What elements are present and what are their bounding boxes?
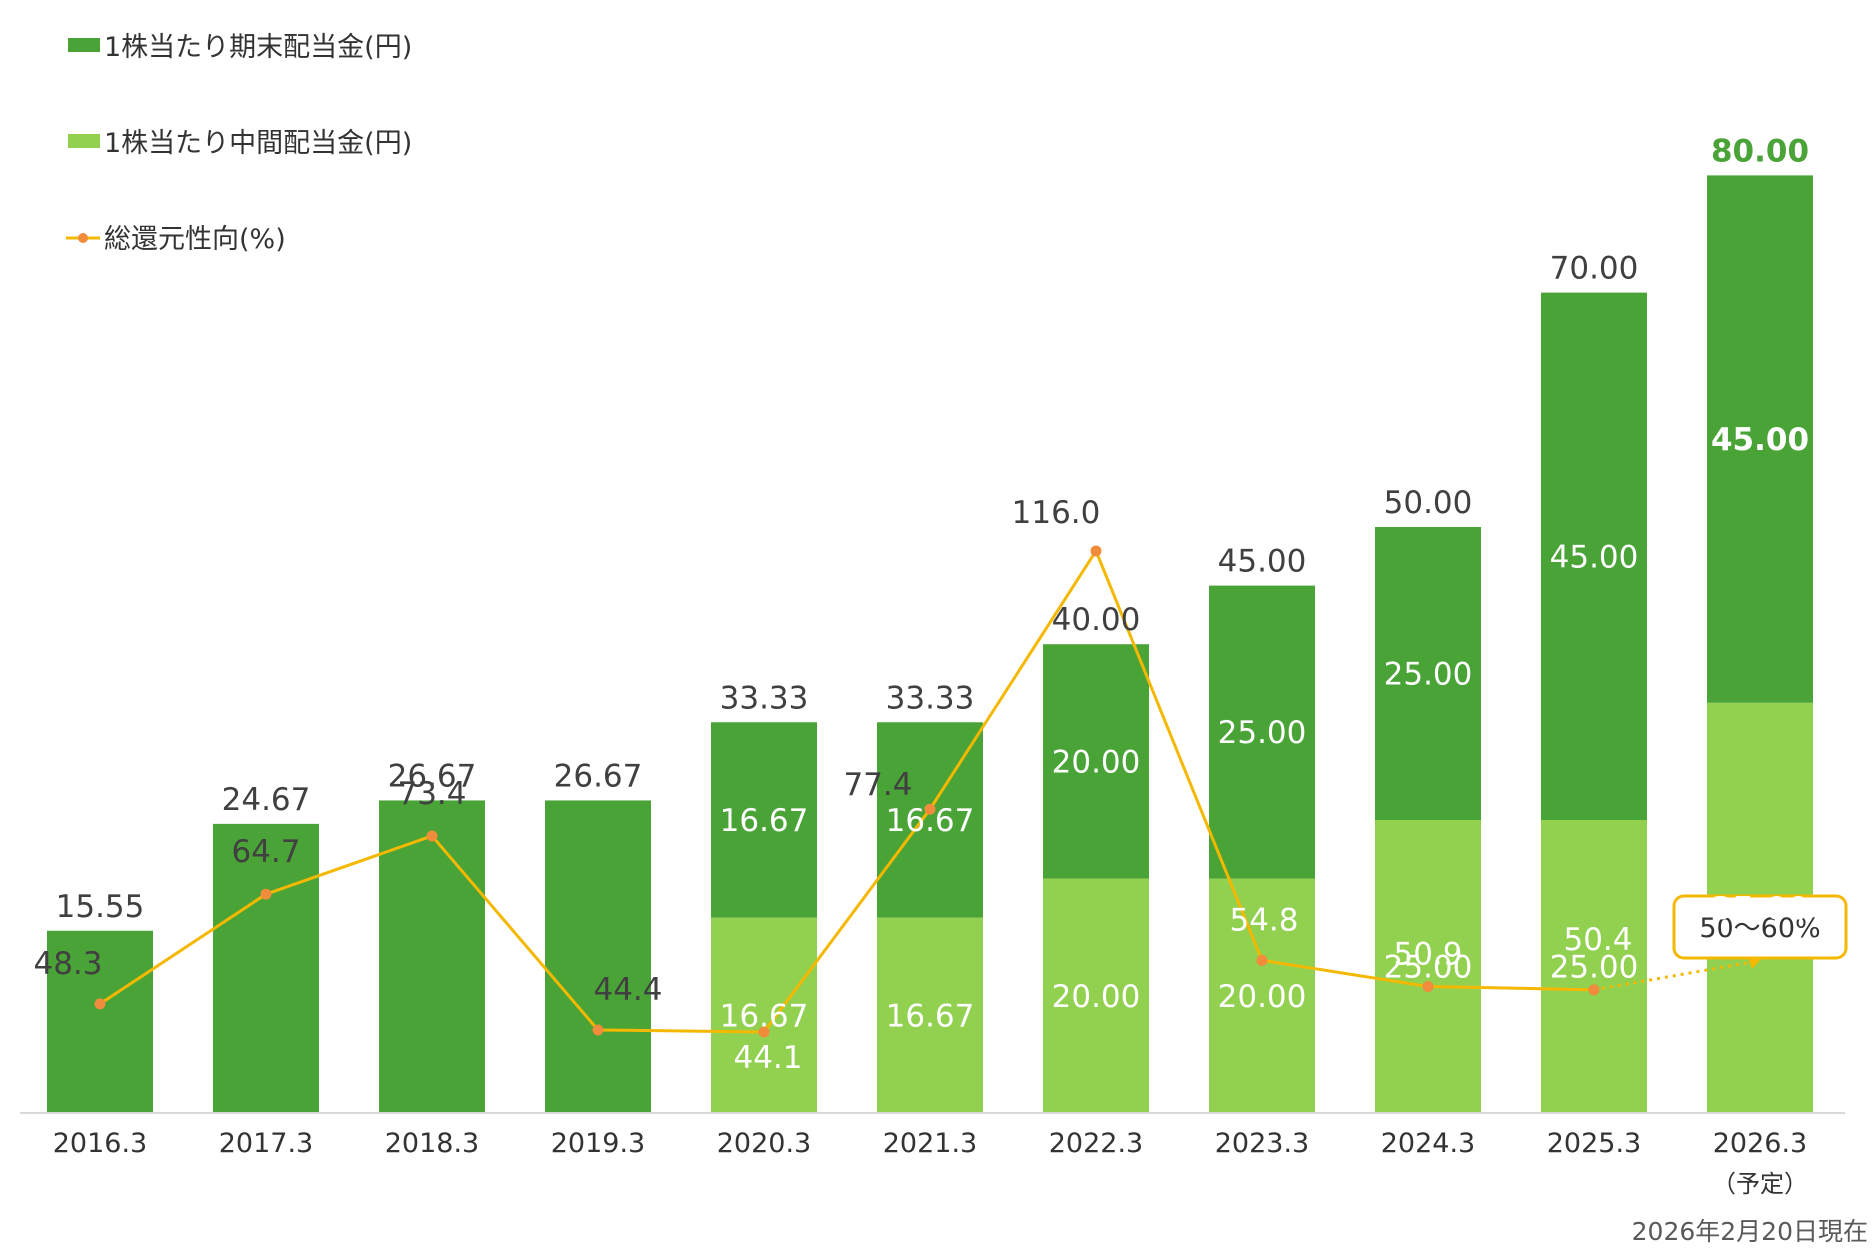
payout-ratio-label-2021.3: 77.4	[843, 767, 912, 803]
interim-label-2022.3: 20.00	[1052, 979, 1141, 1015]
payout-ratio-label-2024.3: 50.9	[1393, 936, 1462, 972]
forecast-box	[1672, 894, 1848, 960]
x-tick-note-2026.3: （予定）	[1712, 1170, 1808, 1198]
legend-final-dividend-swatch	[68, 38, 100, 52]
payout-ratio-marker-2018.3	[426, 830, 438, 842]
total-label-2021.3: 33.33	[886, 680, 975, 716]
payout-ratio-marker-2017.3	[260, 888, 272, 900]
total-label-2026.3: 80.00	[1711, 133, 1809, 169]
payout-ratio-label-2022.3: 116.0	[1012, 495, 1101, 531]
payout-ratio-label-2016.3: 48.3	[33, 946, 102, 982]
final-label-2024.3: 25.00	[1384, 657, 1473, 693]
x-tick-2021.3: 2021.3	[883, 1128, 977, 1159]
final-label-2023.3: 25.00	[1218, 715, 1307, 751]
bar-final-2020.3	[711, 722, 817, 918]
data-labels: 15.55 24.67 26.67 26.67 33.33 16.67 16.67 33.33…	[33, 133, 1809, 1076]
bars	[47, 175, 1813, 1113]
bar-final-2019.3	[545, 800, 651, 1113]
x-tick-2018.3: 2018.3	[385, 1128, 479, 1159]
bar-interim-2023.3	[1209, 878, 1315, 1113]
legend: 1株当たり期末配当金(円) 1株当たり中間配当金(円) 総還元性向(%)	[66, 32, 412, 255]
bar-final-2026.3	[1707, 175, 1813, 703]
payout-ratio-marker-2025.3	[1588, 984, 1600, 996]
total-label-2020.3: 33.33	[720, 680, 809, 716]
final-label-2021.3: 16.67	[886, 803, 975, 839]
legend-final-dividend: 1株当たり期末配当金(円)	[68, 32, 412, 63]
payout-ratio-marker-2024.3	[1422, 980, 1434, 992]
final-label-2022.3: 20.00	[1052, 744, 1141, 780]
total-label-2023.3: 45.00	[1218, 544, 1307, 580]
legend-interim-dividend-swatch	[68, 134, 100, 148]
interim-label-2023.3: 20.00	[1218, 979, 1307, 1015]
footnote: 2026年2月20日現在	[1632, 1217, 1868, 1246]
x-tick-2019.3: 2019.3	[551, 1128, 645, 1159]
final-label-2020.3: 16.67	[720, 803, 809, 839]
bar-final-2018.3	[379, 800, 485, 1113]
bar-final-2022.3	[1043, 644, 1149, 879]
payout-ratio-marker-2022.3	[1090, 545, 1102, 557]
payout-ratio-line: 50～60%	[94, 545, 1848, 1038]
total-label-2022.3: 40.00	[1052, 602, 1141, 638]
interim-label-2020.3: 16.67	[720, 998, 809, 1034]
payout-ratio-marker-2023.3	[1256, 954, 1268, 966]
payout-ratio-label-2023.3: 54.8	[1229, 902, 1298, 938]
x-tick-2020.3: 2020.3	[717, 1128, 811, 1159]
bar-interim-2025.3	[1541, 820, 1647, 1113]
interim-label-2025.3: 25.00	[1550, 950, 1639, 986]
total-label-2024.3: 50.00	[1384, 485, 1473, 521]
payout-ratio-label-2025.3: 50.4	[1563, 922, 1632, 958]
total-label-2025.3: 70.00	[1550, 251, 1639, 287]
x-tick-2025.3: 2025.3	[1547, 1128, 1641, 1159]
payout-ratio-marker-2021.3	[924, 803, 936, 815]
total-label-2018.3: 26.67	[388, 758, 477, 794]
legend-payout-ratio-swatch-marker	[78, 233, 88, 243]
x-tick-2016.3: 2016.3	[53, 1128, 147, 1159]
final-label-2026.3: 45.00	[1711, 422, 1809, 458]
bar-interim-2024.3	[1375, 820, 1481, 1113]
legend-final-dividend-label: 1株当たり期末配当金(円)	[104, 32, 412, 63]
legend-interim-dividend: 1株当たり中間配当金(円)	[68, 128, 412, 159]
interim-label-2026.3: 35.00	[1711, 891, 1809, 927]
total-label-2019.3: 26.67	[554, 758, 643, 794]
bar-interim-2021.3	[877, 917, 983, 1113]
payout-ratio-marker-2019.3	[592, 1024, 604, 1036]
interim-label-2024.3: 25.00	[1384, 950, 1473, 986]
bar-final-2025.3	[1541, 292, 1647, 821]
x-tick-2023.3: 2023.3	[1215, 1128, 1309, 1159]
forecast-dotted-line	[1593, 960, 1753, 992]
legend-payout-ratio-label: 総還元性向(%)	[104, 224, 286, 255]
payout-ratio-marker-2016.3	[94, 998, 106, 1010]
interim-label-2021.3: 16.67	[886, 998, 975, 1034]
final-label-2025.3: 45.00	[1550, 539, 1639, 575]
payout-ratio-polyline	[99, 549, 1595, 1034]
x-tick-2024.3: 2024.3	[1381, 1128, 1475, 1159]
total-label-2016.3: 15.55	[56, 889, 145, 925]
x-tick-2026.3: 2026.3	[1713, 1128, 1807, 1159]
payout-ratio-label-2017.3: 64.7	[231, 834, 300, 870]
x-axis-ticks: 2016.3 2017.3 2018.3 2019.3 2020.3 2021.3 2022…	[53, 1128, 1808, 1198]
payout-ratio-label-2019.3: 44.4	[593, 972, 662, 1008]
bar-final-2024.3	[1375, 527, 1481, 820]
payout-ratio-label-2020.3: 44.1	[733, 1040, 802, 1076]
x-tick-2017.3: 2017.3	[219, 1128, 313, 1159]
bar-interim-2020.3	[711, 917, 817, 1113]
bar-final-2017.3	[213, 823, 319, 1113]
payout-ratio-marker-2020.3	[758, 1026, 770, 1038]
bar-final-2016.3	[47, 930, 153, 1113]
legend-interim-dividend-label: 1株当たり中間配当金(円)	[104, 128, 412, 159]
total-label-2017.3: 24.67	[222, 782, 311, 818]
x-tick-2022.3: 2022.3	[1049, 1128, 1143, 1159]
bar-interim-2022.3	[1043, 878, 1149, 1113]
legend-payout-ratio: 総還元性向(%)	[66, 224, 286, 255]
bar-final-2023.3	[1209, 585, 1315, 879]
payout-ratio-label-2018.3: 73.4	[397, 776, 466, 812]
forecast-label: 50～60%	[1699, 913, 1820, 944]
